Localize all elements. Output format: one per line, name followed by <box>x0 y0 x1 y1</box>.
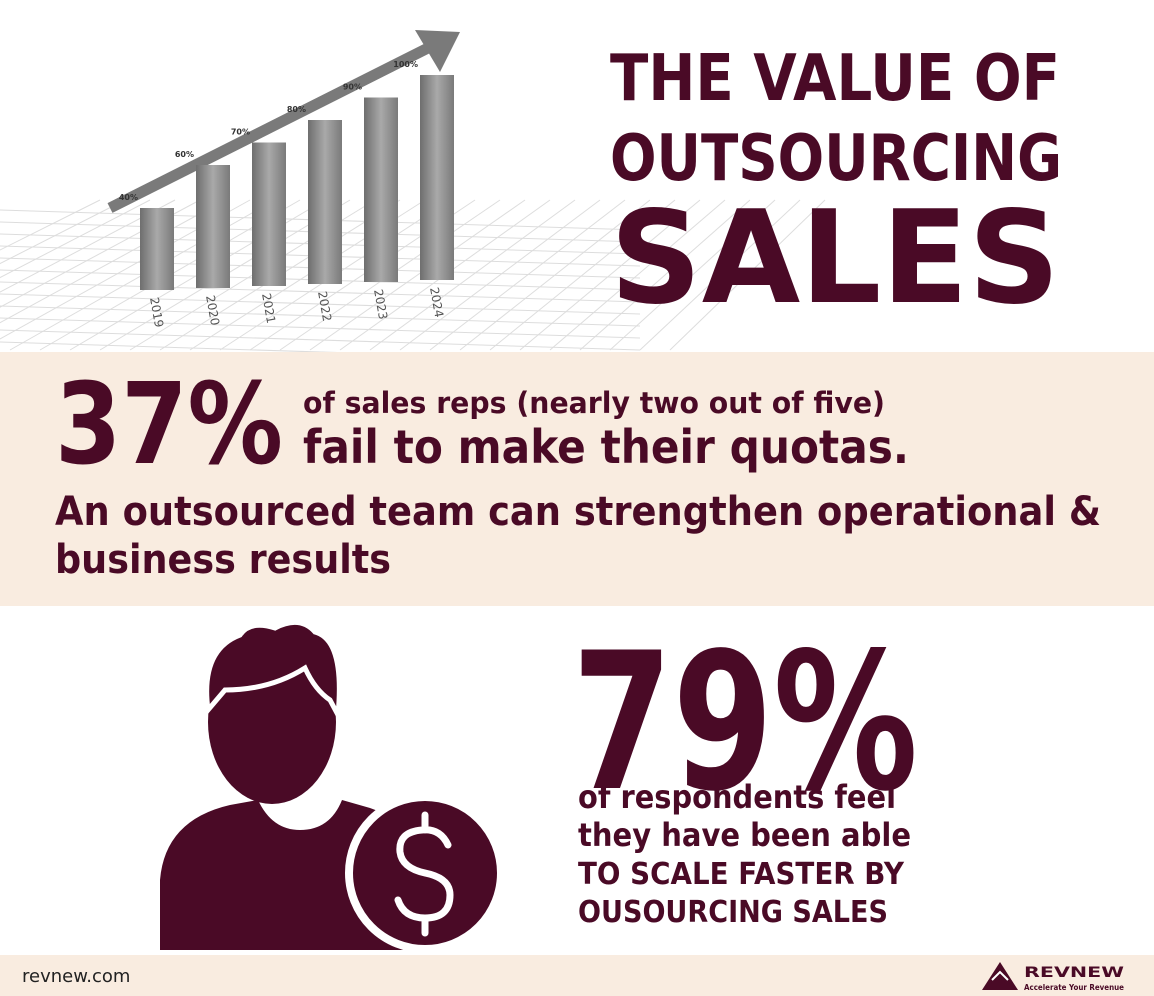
stat-text: of respondents feel <box>578 778 896 816</box>
bar <box>252 142 286 286</box>
grid-stroke <box>429 199 626 351</box>
value-label: 40% <box>119 193 138 202</box>
stat-band <box>0 352 1154 606</box>
value-label: 80% <box>287 105 306 114</box>
year-label: 2020 <box>203 294 222 327</box>
grid-stroke <box>0 199 101 251</box>
bar <box>364 97 398 282</box>
grid-stroke <box>309 199 526 351</box>
grid-stroke <box>0 199 176 293</box>
value-label: 100% <box>393 60 418 69</box>
person-icon <box>160 619 505 953</box>
value-label: 70% <box>231 128 250 137</box>
grid-stroke <box>639 199 801 351</box>
logo-mark <box>982 962 1018 990</box>
stat-value: 79% <box>572 612 918 833</box>
stat-text: fail to make their quotas. <box>303 420 909 474</box>
year-label: 2024 <box>427 286 446 319</box>
stat-text: they have been able <box>578 816 911 854</box>
logo-tagline: Accelerate Your Revenue <box>1024 983 1125 992</box>
logo-mark <box>991 970 1009 981</box>
year-label: 2022 <box>315 290 334 323</box>
title-line: THE VALUE OF <box>610 42 1060 116</box>
grid-stroke <box>549 199 726 351</box>
year-label: 2019 <box>147 296 166 329</box>
bar <box>140 208 174 290</box>
grid-stroke <box>399 199 601 351</box>
title-line: OUTSOURCING <box>610 122 1062 196</box>
grid-stroke <box>369 199 576 351</box>
note-text: An outsourced team can strengthen operat… <box>55 489 1101 535</box>
bar <box>308 120 342 284</box>
grid-stroke <box>0 199 226 324</box>
grid-stroke <box>0 329 641 351</box>
grid-stroke <box>489 199 676 351</box>
website: revnew.com <box>22 966 130 987</box>
year-label: 2023 <box>371 288 390 321</box>
stat-value: 37% <box>55 360 283 490</box>
grid-stroke <box>0 281 641 303</box>
bar <box>420 75 454 280</box>
grid-stroke <box>669 199 826 351</box>
grid-stroke <box>519 199 701 351</box>
bar-chart: 40% 2019 60% 2020 70% 2021 80% 2022 90% 2023 100% 2… <box>119 60 454 329</box>
grid-stroke <box>0 305 641 327</box>
value-label: 60% <box>175 150 194 159</box>
year-label: 2021 <box>259 292 278 325</box>
footer <box>0 955 1154 996</box>
stat-text: TO SCALE FASTER BY <box>578 857 905 892</box>
grid-stroke <box>0 293 641 315</box>
bar <box>196 165 230 288</box>
stat-text: of sales reps (nearly two out of five) <box>303 386 885 420</box>
stat-text: OUSOURCING SALES <box>578 895 888 930</box>
grid-stroke <box>0 317 641 339</box>
grid-stroke <box>609 199 776 351</box>
grid-stroke <box>0 199 126 265</box>
note-text: business results <box>55 537 391 583</box>
logo-text: REVNEW <box>1024 965 1124 981</box>
value-label: 90% <box>343 83 362 92</box>
trend-arrow <box>107 30 460 213</box>
title-line: SALES <box>610 184 1060 333</box>
